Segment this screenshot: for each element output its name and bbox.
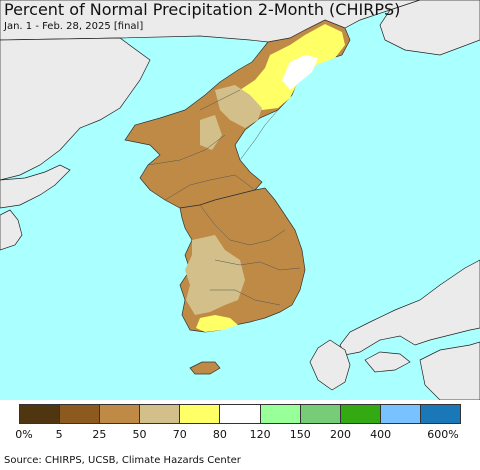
legend-tick-label: 80 bbox=[212, 428, 227, 441]
legend-tick-label: 25 bbox=[92, 428, 107, 441]
legend-swatch bbox=[180, 405, 221, 423]
precipitation-map bbox=[0, 0, 480, 400]
legend-tick-label: 0% bbox=[15, 428, 33, 441]
legend-swatch bbox=[300, 405, 341, 423]
legend-swatch bbox=[140, 405, 181, 423]
legend-tick-label: 5 bbox=[55, 428, 63, 441]
legend-swatch bbox=[60, 405, 101, 423]
land-japan-south bbox=[419, 341, 480, 400]
legend-ticks: 0% 5 25 50 70 80 120 150 200 400 600% bbox=[0, 428, 480, 442]
legend-tick-label: 600% bbox=[427, 428, 459, 441]
legend-swatch bbox=[260, 405, 301, 423]
legend-swatch bbox=[100, 405, 141, 423]
legend-tick-label: 200 bbox=[329, 428, 351, 441]
legend-tick-label: 50 bbox=[132, 428, 147, 441]
land-japan-kyushu bbox=[309, 339, 351, 391]
land-russia-ne bbox=[379, 0, 480, 56]
legend-swatch bbox=[20, 405, 61, 423]
land-outside-west bbox=[0, 209, 23, 251]
legend-tick-label: 70 bbox=[172, 428, 187, 441]
legend-tick-label: 150 bbox=[289, 428, 311, 441]
source-credit: Source: CHIRPS, UCSB, Climate Hazards Ce… bbox=[4, 455, 241, 466]
region-northeast-tan bbox=[215, 85, 262, 128]
land-outside-shandong bbox=[0, 164, 71, 209]
legend-tick-label: 120 bbox=[249, 428, 271, 441]
land-outside-china-coast bbox=[0, 37, 151, 181]
land-japan-honshu bbox=[339, 259, 480, 356]
legend-swatch bbox=[220, 405, 261, 423]
page-title: Percent of Normal Precipitation 2-Month … bbox=[4, 0, 401, 19]
date-range: Jan. 1 - Feb. 28, 2025 [final] bbox=[4, 21, 144, 32]
legend-tick-label: 400 bbox=[370, 428, 392, 441]
legend-swatch bbox=[340, 405, 381, 423]
legend-swatch bbox=[380, 405, 421, 423]
legend-swatch bbox=[420, 405, 461, 423]
region-jeju-island bbox=[189, 361, 221, 375]
legend-colorbar bbox=[19, 404, 461, 424]
region-northeast-white bbox=[282, 55, 318, 90]
region-southwest-tan bbox=[185, 235, 245, 315]
land-japan-shikoku bbox=[364, 351, 411, 373]
province-borders bbox=[147, 89, 301, 306]
region-south-yellow bbox=[196, 315, 238, 332]
